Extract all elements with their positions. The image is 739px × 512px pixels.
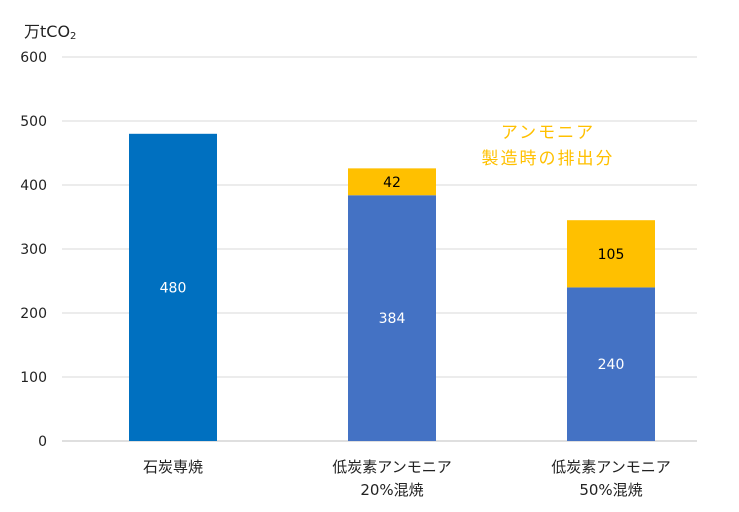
y-tick-label-200: 200 bbox=[20, 306, 47, 322]
y-axis-unit-text: 万tCO bbox=[24, 22, 71, 41]
data-label-0-2: 240 bbox=[598, 357, 625, 373]
category-label-1-0: 低炭素アンモニア bbox=[332, 458, 451, 476]
bar-segment-1-2 bbox=[567, 220, 655, 288]
category-label-0-0: 石炭専焼 bbox=[143, 458, 203, 476]
bar-segment-0-2 bbox=[567, 287, 655, 441]
bar-segment-1-1 bbox=[348, 168, 436, 196]
bar-segment-0-0 bbox=[129, 133, 217, 442]
y-axis-unit-label: 万tCO2 bbox=[24, 18, 76, 42]
data-label-1-2: 105 bbox=[598, 247, 625, 263]
y-tick-label-500: 500 bbox=[20, 114, 47, 130]
annotation-line-1: アンモニア bbox=[500, 123, 596, 143]
y-tick-label-0: 0 bbox=[38, 434, 47, 450]
y-tick-label-600: 600 bbox=[20, 50, 47, 66]
data-label-0-1: 384 bbox=[379, 311, 406, 327]
category-label-2-1: 50%混焼 bbox=[579, 481, 642, 499]
y-tick-label-300: 300 bbox=[20, 242, 47, 258]
category-label-1-1: 20%混焼 bbox=[360, 481, 423, 499]
data-label-1-1: 42 bbox=[383, 175, 401, 191]
y-tick-label-100: 100 bbox=[20, 370, 47, 386]
y-tick-label-400: 400 bbox=[20, 178, 47, 194]
category-label-2-0: 低炭素アンモニア bbox=[551, 458, 670, 476]
data-label-0-0: 480 bbox=[160, 280, 187, 296]
bar-segment-0-1 bbox=[348, 195, 436, 441]
annotation-line-2: 製造時の排出分 bbox=[481, 149, 615, 169]
y-axis-unit-subscript: 2 bbox=[70, 31, 77, 42]
ammonia-production-annotation: アンモニア 製造時の排出分 bbox=[468, 120, 628, 172]
